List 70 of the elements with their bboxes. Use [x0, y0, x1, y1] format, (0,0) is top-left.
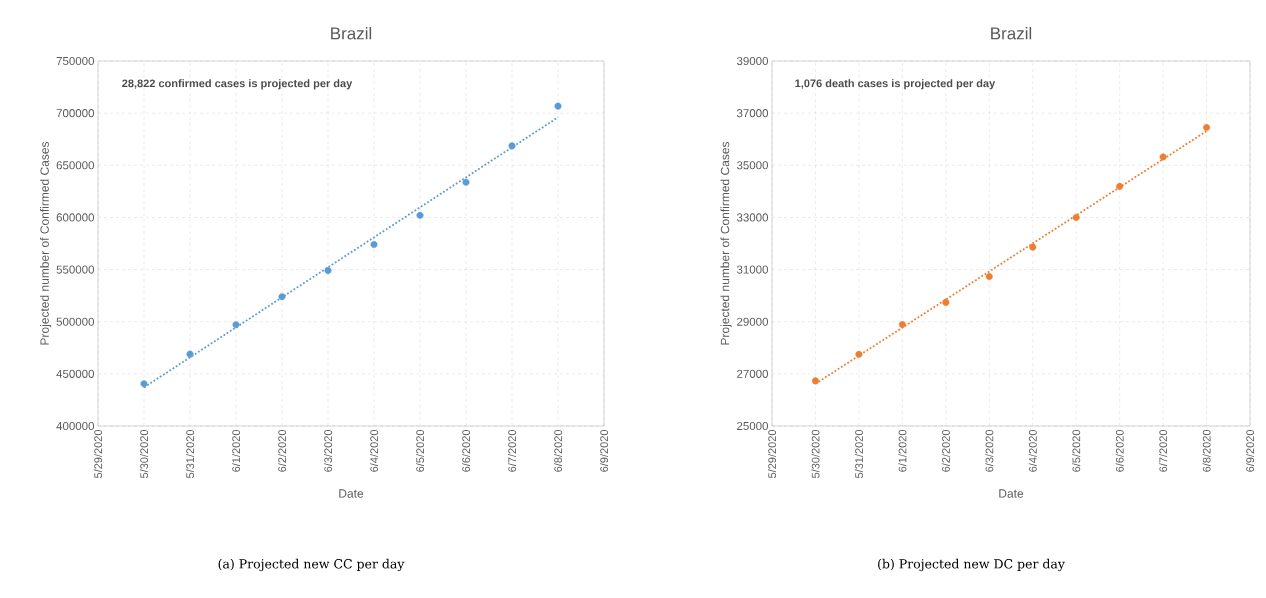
y-tick-label: 700000 — [56, 109, 95, 118]
x-tick-label: 5/30/2020 — [811, 429, 820, 479]
point — [855, 350, 863, 358]
x-tick-label: 6/9/2020 — [599, 429, 609, 472]
y-tick-label: 600000 — [56, 213, 95, 222]
point — [1072, 213, 1080, 221]
point — [232, 321, 240, 329]
y-tick-label: 25000 — [737, 421, 769, 431]
x-tick-label: 6/8/2020 — [553, 429, 563, 472]
point — [508, 142, 516, 150]
x-axis-title: Date — [339, 489, 364, 498]
y-tick-label: 35000 — [736, 161, 769, 170]
x-tick-label: 6/3/2020 — [985, 429, 994, 472]
point — [324, 267, 332, 275]
y-tick-label: 400000 — [56, 421, 95, 431]
x-tick-label: 6/5/2020 — [1072, 429, 1081, 472]
x-tick-label: 6/1/2020 — [898, 429, 907, 472]
point — [898, 321, 906, 329]
x-tick-label: 6/2/2020 — [941, 429, 950, 472]
x-tick-label: 5/30/2020 — [139, 429, 149, 479]
x-tick-label: 5/29/2020 — [93, 429, 103, 479]
y-tick-label: 500000 — [56, 317, 95, 326]
y-tick-label: 550000 — [56, 265, 95, 274]
x-tick-label: 6/6/2020 — [1115, 429, 1124, 472]
point — [985, 273, 993, 281]
x-tick-label: 6/4/2020 — [369, 429, 379, 472]
x-tick-label: 6/8/2020 — [1202, 429, 1211, 472]
x-tick-label: 6/9/2020 — [1245, 429, 1255, 472]
point — [1116, 182, 1124, 190]
y-tick-label: 31000 — [736, 265, 769, 274]
point — [462, 178, 470, 186]
point — [942, 298, 950, 306]
chart-title: Brazil — [331, 26, 372, 40]
y-tick-label: 450000 — [56, 369, 95, 378]
point — [186, 350, 194, 358]
point — [278, 293, 286, 301]
x-tick-label: 5/31/2020 — [854, 429, 863, 479]
x-tick-label: 6/4/2020 — [1028, 429, 1037, 472]
x-tick-label: 6/6/2020 — [461, 429, 471, 472]
point — [1203, 123, 1211, 131]
annotation: 28,822 confirmed cases is projected per day — [122, 79, 353, 90]
point — [416, 211, 424, 219]
annotation: 1,076 death cases is projected per day — [795, 79, 996, 90]
x-tick-label: 6/7/2020 — [1159, 429, 1168, 472]
y-axis-title: Projected number of Confirmed Cases — [40, 141, 52, 345]
y-tick-label: 29000 — [737, 317, 769, 326]
point — [554, 102, 562, 110]
x-tick-label: 6/3/2020 — [323, 429, 333, 472]
y-tick-label: 39000 — [736, 56, 769, 66]
x-tick-label: 6/5/2020 — [415, 429, 425, 472]
y-tick-label: 650000 — [56, 161, 95, 170]
point — [811, 377, 819, 385]
x-tick-label: 5/29/2020 — [767, 429, 777, 479]
y-tick-label: 33000 — [736, 213, 769, 222]
x-axis-title: Date — [999, 489, 1024, 498]
point — [140, 380, 148, 388]
y-tick-label: 37000 — [736, 109, 769, 118]
y-axis-title: Projected number of Confirmed Cases — [720, 141, 732, 345]
text: (b) Projected new DC per day — [878, 558, 1065, 572]
point — [1159, 153, 1167, 161]
x-tick-label: 6/7/2020 — [507, 429, 517, 472]
x-tick-label: 6/2/2020 — [277, 429, 287, 472]
text: (a) Projected new CC per day — [218, 558, 405, 572]
y-tick-label: 750000 — [56, 56, 95, 66]
y-tick-label: 27000 — [737, 369, 769, 378]
point — [1029, 243, 1037, 251]
point — [370, 241, 378, 249]
x-tick-label: 6/1/2020 — [231, 429, 241, 472]
x-tick-label: 5/31/2020 — [185, 429, 195, 479]
chart-title: Brazil — [991, 26, 1032, 40]
